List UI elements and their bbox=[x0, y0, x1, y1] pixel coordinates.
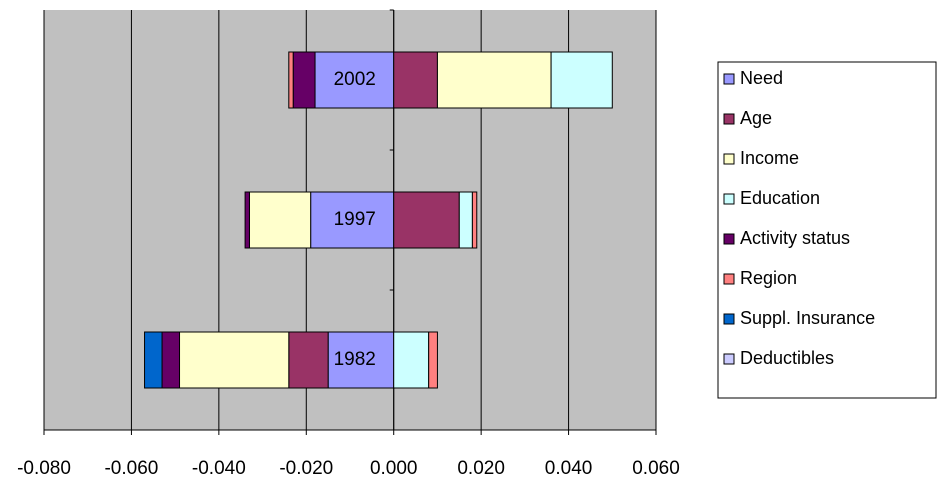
category-label: 1982 bbox=[334, 349, 376, 370]
legend-label: Need bbox=[740, 68, 783, 88]
legend-label: Suppl. Insurance bbox=[740, 308, 875, 328]
bar-segment bbox=[436, 51, 552, 109]
bar-segment bbox=[244, 191, 250, 249]
x-tick-label: -0.020 bbox=[279, 458, 333, 479]
x-tick-label: -0.060 bbox=[104, 458, 158, 479]
legend-label: Activity status bbox=[740, 228, 850, 248]
legend-swatch bbox=[723, 313, 735, 325]
legend-label: Deductibles bbox=[740, 348, 834, 368]
legend-swatch bbox=[723, 233, 735, 245]
x-tick-label: 0.040 bbox=[545, 458, 593, 479]
bar-segment bbox=[393, 51, 438, 109]
bar-segment bbox=[161, 331, 181, 389]
legend-swatch bbox=[723, 153, 735, 165]
bar-segment bbox=[393, 331, 430, 389]
legend-swatch bbox=[723, 113, 735, 125]
legend-swatch bbox=[723, 273, 735, 285]
x-tick-label: -0.080 bbox=[17, 458, 71, 479]
bar-segment bbox=[288, 331, 329, 389]
bar-segment bbox=[179, 331, 290, 389]
bar-segment bbox=[550, 51, 613, 109]
category-label: 2002 bbox=[334, 69, 376, 90]
legend-swatch bbox=[723, 353, 735, 365]
x-tick-label: -0.040 bbox=[192, 458, 246, 479]
legend-label: Education bbox=[740, 188, 820, 208]
legend-label: Income bbox=[740, 148, 799, 168]
bar-segment bbox=[471, 191, 478, 249]
x-tick-label: 0.000 bbox=[370, 458, 418, 479]
x-tick-label: 0.020 bbox=[457, 458, 505, 479]
legend-label: Age bbox=[740, 108, 772, 128]
legend-box bbox=[717, 61, 937, 399]
bar-segment bbox=[314, 51, 395, 109]
bar-segment bbox=[144, 331, 163, 389]
bar-segment bbox=[393, 191, 460, 249]
category-label: 1997 bbox=[334, 209, 376, 230]
bar-segment bbox=[458, 191, 473, 249]
x-tick-label: 0.060 bbox=[632, 458, 680, 479]
bar-segment bbox=[288, 51, 294, 109]
bar-segment bbox=[292, 51, 316, 109]
bar-segment bbox=[310, 191, 395, 249]
legend-label: Region bbox=[740, 268, 797, 288]
bar-segment bbox=[428, 331, 438, 389]
bar-segment bbox=[327, 331, 395, 389]
legend-swatch bbox=[723, 73, 735, 85]
bar-segment bbox=[248, 191, 312, 249]
legend-swatch bbox=[723, 193, 735, 205]
